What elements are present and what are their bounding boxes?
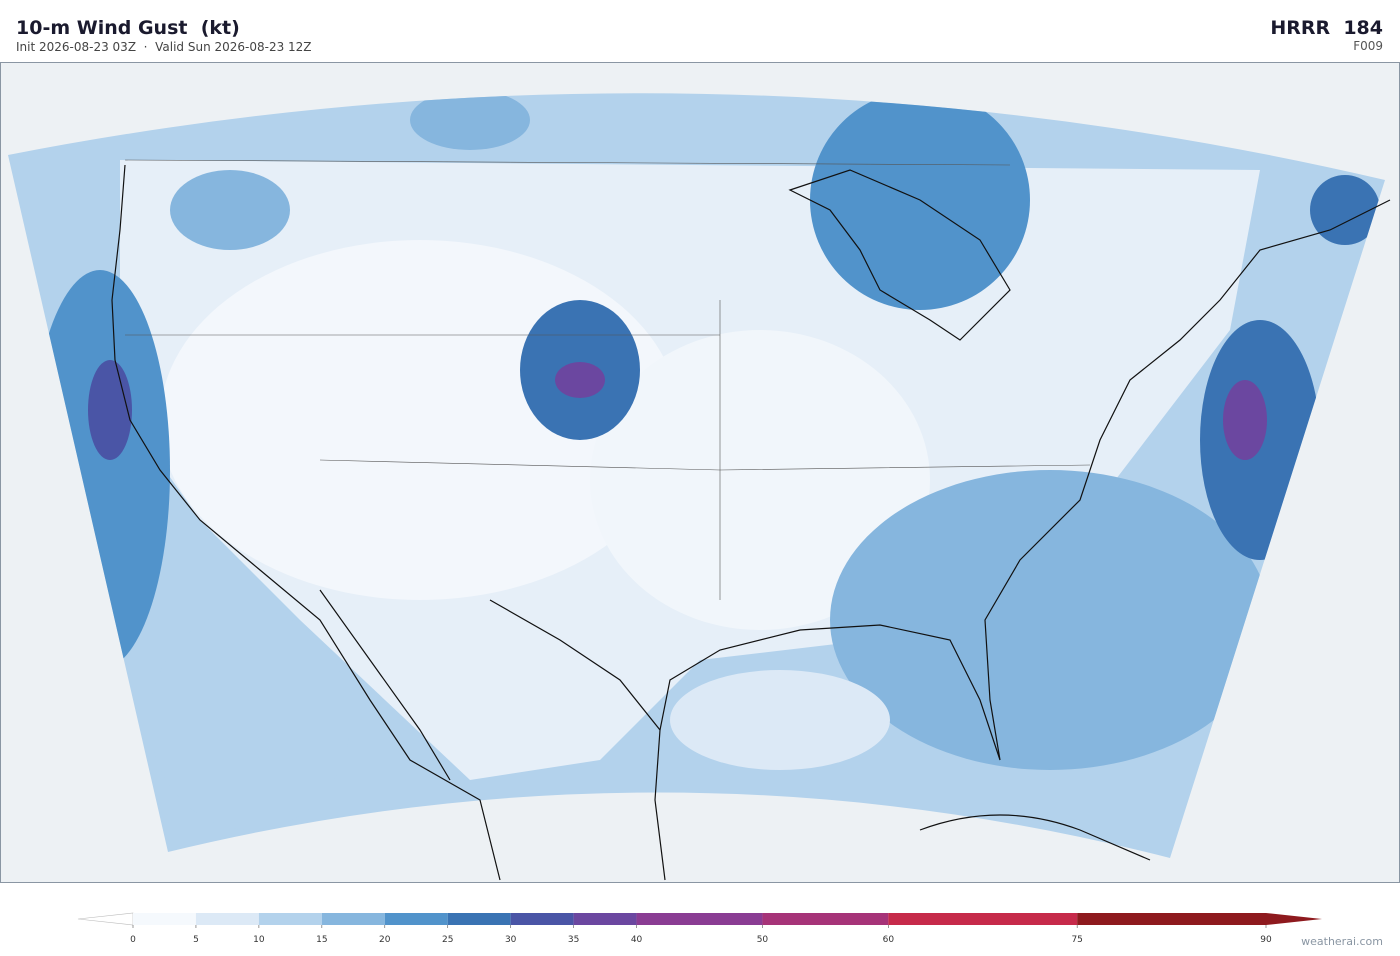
colorbar-segment [1077,913,1266,925]
colorbar-extend-low [77,912,134,926]
colorbar-tick-label: 10 [253,935,265,945]
colorbar-segment [195,913,259,925]
colorbar-segment [888,913,1078,925]
colorbar-tick-label: 40 [631,935,643,945]
subtitle: Init 2026-08-23 03Z · Valid Sun 2026-08-… [16,40,312,54]
colorbar-segment [510,913,574,925]
wind-field [8,93,1385,858]
colorbar-tick-label: 15 [316,935,327,945]
colorbar-segment [447,913,511,925]
credit: weatherai.com [1301,935,1383,948]
colorbar-tick-label: 50 [757,935,769,945]
colorbar-segment [384,913,448,925]
colorbar: 0 5 10 15 20 25 30 35 40 50 60 75 90 [77,912,1322,945]
colorbar-segment [258,913,322,925]
colorbar-extend-high [1266,913,1322,925]
colorbar-tick-label: 5 [193,935,199,945]
colorbar-tick-label: 20 [379,935,391,945]
colorbar-segment [573,913,637,925]
title: 10-m Wind Gust (kt) [16,17,240,39]
colorbar-segment [321,913,385,925]
colorbar-tick-label: 35 [568,935,579,945]
forecast-hour: F009 [1353,39,1383,53]
model-label: HRRR 184 [1270,17,1383,39]
colorbar-segment [133,913,196,925]
colorbar-tick-label: 75 [1071,935,1082,945]
colorbar-tick-label: 30 [505,935,517,945]
colorbar-tick-label: 60 [883,935,895,945]
colorbar-tick-label: 0 [130,935,136,945]
colorbar-tick-label: 25 [442,935,453,945]
colorbar-tick-label: 90 [1260,935,1272,945]
colorbar-segment [636,913,763,925]
map [0,62,1400,883]
colorbar-segment [762,913,889,925]
